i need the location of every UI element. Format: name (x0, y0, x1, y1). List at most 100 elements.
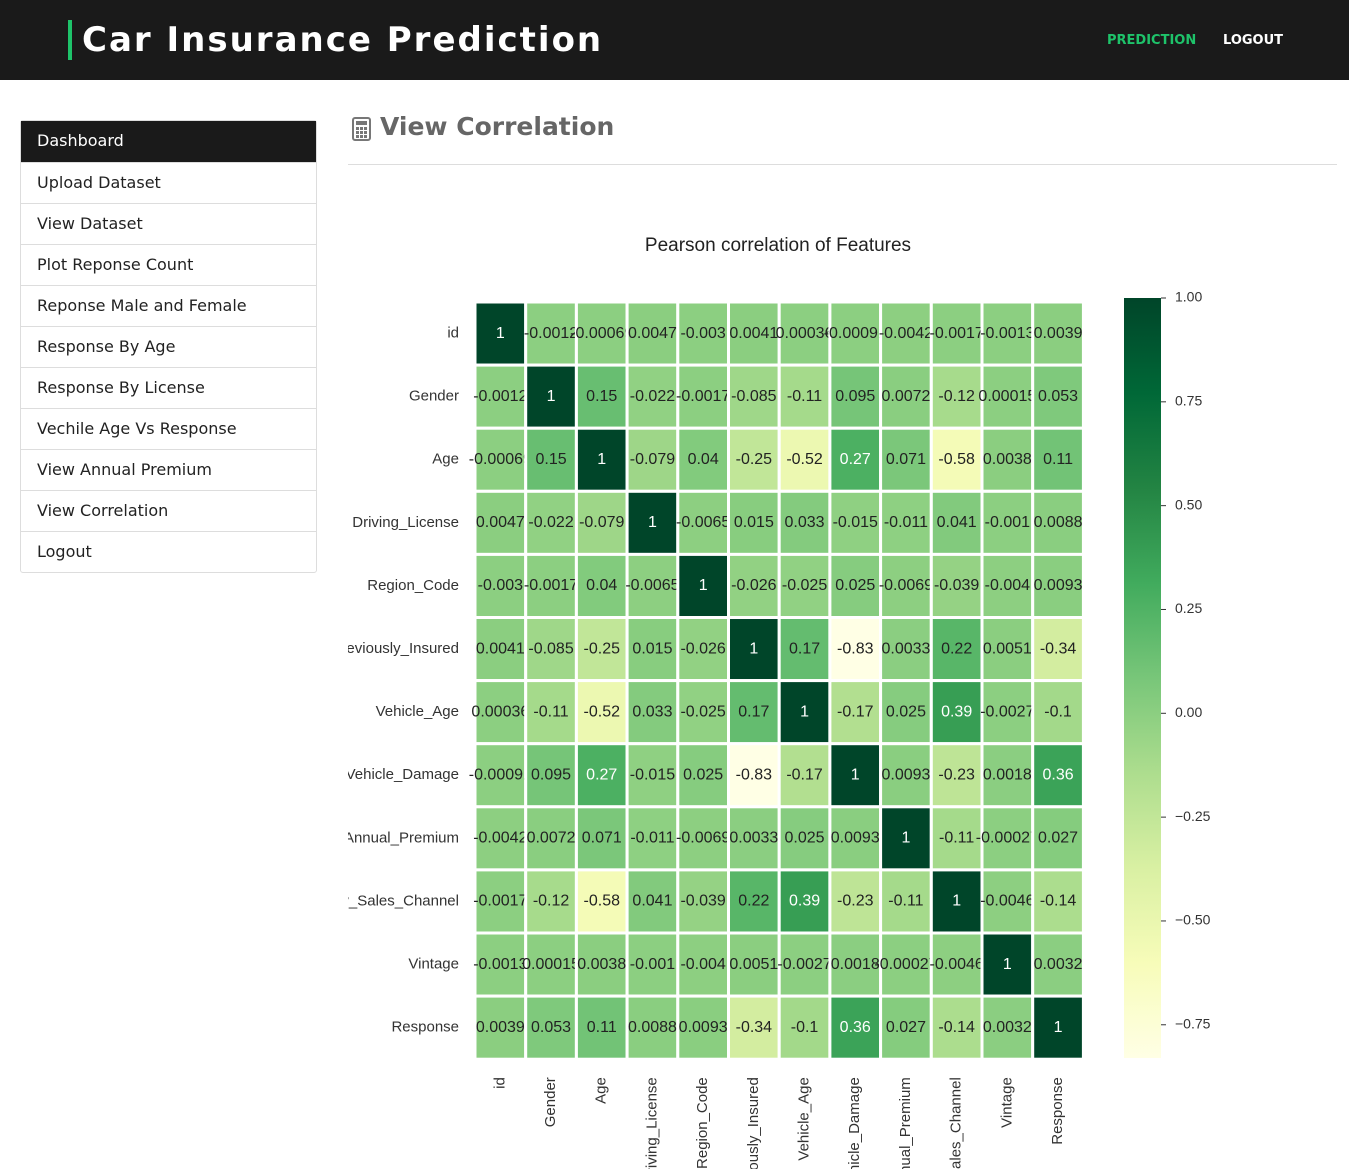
cell-label: 0.22 (738, 893, 769, 910)
cell-label: -0.0042 (879, 325, 933, 342)
sidebar-link[interactable]: Vechile Age Vs Response (21, 408, 316, 449)
x-tick-label: Previously_Insured (745, 1077, 762, 1169)
sidebar-link[interactable]: View Dataset (21, 203, 316, 244)
cell-label: -0.085 (528, 640, 573, 657)
cell-label: 0.025 (785, 830, 825, 847)
cell-label: -0.12 (533, 893, 570, 910)
cell-label: 0.025 (683, 766, 723, 783)
cell-label: 1 (901, 830, 910, 847)
cell-label: 0.27 (586, 766, 617, 783)
sidebar-link[interactable]: Response By Age (21, 326, 316, 367)
cell-label: 1 (851, 766, 860, 783)
cell-label: -0.0065 (676, 514, 730, 531)
heatmap-cell (676, 994, 730, 1061)
cell-label: -0.00069 (469, 451, 532, 468)
heatmap-cell (1031, 426, 1085, 493)
y-tick-label: id (447, 325, 459, 342)
cell-label: -0.004 (985, 577, 1030, 594)
heatmap-cell (1031, 868, 1085, 935)
cell-label: 0.0088 (1034, 514, 1083, 531)
cell-label: 0.00036 (776, 325, 834, 342)
cell-label: -0.0012 (524, 325, 578, 342)
x-tick-label: Annual_Premium (897, 1077, 914, 1169)
sidebar-link[interactable]: Reponse Male and Female (21, 285, 316, 326)
heatmap-cell (929, 300, 984, 367)
cell-label: 0.053 (531, 1019, 571, 1036)
heatmap-cell (777, 616, 832, 683)
y-tick-label: Policy_Sales_Channel (348, 892, 459, 909)
cell-label: 0.025 (835, 577, 875, 594)
heatmap-cell (879, 931, 933, 998)
colorbar-tick-label: −0.50 (1175, 912, 1211, 928)
heatmap-cell (980, 931, 1035, 998)
cell-label: 0.027 (886, 1019, 926, 1036)
heatmap-cell (1031, 931, 1085, 998)
x-tick-label: Vehicle_Damage (846, 1077, 863, 1169)
cell-label: 0.00036 (471, 703, 529, 720)
heatmap-cell (929, 616, 984, 683)
heatmap-cell (1031, 489, 1085, 556)
sidebar: Dashboard Upload Dataset View Dataset Plot … (20, 120, 317, 573)
cell-label: -0.00091 (469, 766, 532, 783)
cell-label: -0.079 (630, 451, 675, 468)
x-tick-label: Response (1049, 1077, 1066, 1145)
heatmap-cell (625, 931, 680, 998)
nav-link[interactable]: LOGOUT (1223, 33, 1284, 48)
heatmap-cell (879, 868, 933, 935)
sidebar-link[interactable]: View Correlation (21, 490, 316, 531)
cell-label: 0.0033 (729, 830, 778, 847)
heatmap-cell (929, 994, 984, 1061)
cell-label: -0.52 (786, 451, 823, 468)
y-tick-label: Gender (409, 388, 459, 405)
heatmap-chart: Pearson correlation of Features 1 -0.0012… (348, 235, 1211, 1169)
cell-label: -0.025 (680, 703, 725, 720)
cell-label: -0.25 (584, 640, 621, 657)
heatmap-cell (1031, 994, 1085, 1061)
heatmap-cell (980, 489, 1035, 556)
cell-label: 0.0051 (983, 640, 1032, 657)
calculator-icon (352, 117, 371, 141)
heatmap-cell (473, 805, 528, 872)
cell-label: 0.15 (535, 451, 566, 468)
sidebar-link[interactable]: Upload Dataset (21, 162, 316, 203)
heatmap-cell (473, 868, 528, 935)
cell-label: -0.0065 (625, 577, 679, 594)
x-tick-label: Driving_License (643, 1077, 660, 1169)
sidebar-link[interactable]: View Annual Premium (21, 449, 316, 490)
heatmap-cell (879, 616, 933, 683)
heatmap-cell (828, 805, 883, 872)
heatmap-cell (980, 742, 1035, 809)
cell-label: -0.23 (837, 893, 874, 910)
sidebar-link[interactable]: Response By License (21, 367, 316, 408)
cell-label: 0.0072 (881, 388, 930, 405)
cell-label: 1 (648, 514, 657, 531)
cell-label: -0.026 (680, 640, 725, 657)
heatmap-cell (828, 742, 883, 809)
cell-label: 0.095 (531, 766, 571, 783)
heatmap-cell (625, 679, 680, 746)
y-tick-label: Annual_Premium (348, 829, 459, 846)
heatmap-cell (473, 679, 528, 746)
cell-label: 0.0039 (1034, 325, 1083, 342)
y-tick-label: Age (432, 451, 459, 468)
sidebar-link[interactable]: Logout (21, 531, 316, 572)
cell-label: -0.0046 (930, 956, 984, 973)
cell-label: 0.0088 (628, 1019, 677, 1036)
cell-label: 0.17 (789, 640, 820, 657)
heatmap-cell (879, 805, 933, 872)
cell-label: -0.17 (837, 703, 874, 720)
cell-label: -0.00069 (570, 325, 633, 342)
sidebar-link[interactable]: Plot Reponse Count (21, 244, 316, 285)
cell-label: 0.17 (738, 703, 769, 720)
content-title: View Correlation (380, 112, 615, 141)
sidebar-link[interactable]: Dashboard (21, 121, 316, 162)
colorbar-tick-label: −0.25 (1175, 808, 1211, 824)
heatmap-cell (676, 363, 730, 430)
cell-label: 0.11 (587, 1019, 617, 1036)
cell-label: -0.00091 (824, 325, 887, 342)
cell-label: 0.11 (1043, 451, 1073, 468)
cell-label: 0.0047 (476, 514, 525, 531)
nav-link[interactable]: PREDICTION (1107, 33, 1197, 48)
cell-label: 0.015 (734, 514, 774, 531)
